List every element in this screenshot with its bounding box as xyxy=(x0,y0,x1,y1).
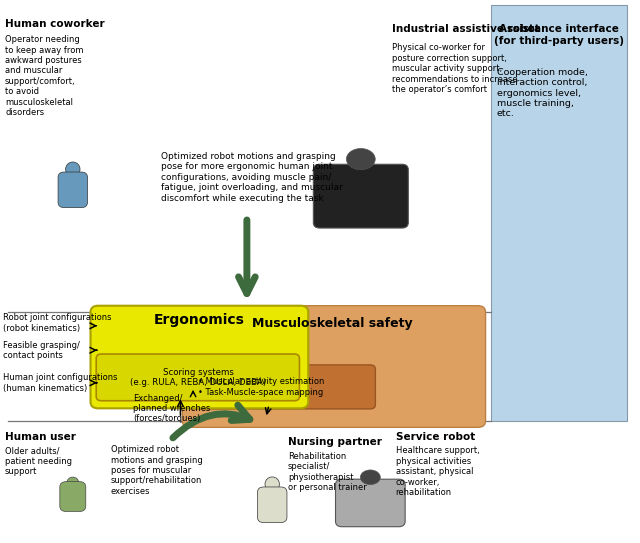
Ellipse shape xyxy=(265,477,280,491)
FancyBboxPatch shape xyxy=(90,306,308,408)
Text: Human joint configurations
(human kinematics): Human joint configurations (human kinema… xyxy=(3,373,118,393)
Text: Exchanged/
planned wrenches
(forces/torques): Exchanged/ planned wrenches (forces/torq… xyxy=(133,394,211,424)
Text: Robot joint configurations
(robot kinematics): Robot joint configurations (robot kinema… xyxy=(3,313,111,333)
Text: • Muscular activity estimation
• Task-Muscle-space mapping: • Muscular activity estimation • Task-Mu… xyxy=(198,377,324,396)
FancyBboxPatch shape xyxy=(188,365,376,409)
FancyBboxPatch shape xyxy=(96,354,300,401)
Text: Optimized robot motions and grasping
pose for more ergonomic human joint
configu: Optimized robot motions and grasping pos… xyxy=(161,152,343,203)
Text: Rehabilitation
specialist/
physiotherapist
or personal trainer: Rehabilitation specialist/ physiotherapi… xyxy=(288,452,367,492)
FancyBboxPatch shape xyxy=(60,482,86,512)
Ellipse shape xyxy=(360,470,380,485)
FancyBboxPatch shape xyxy=(182,306,486,427)
Text: Industrial assistive robot: Industrial assistive robot xyxy=(392,24,540,34)
FancyBboxPatch shape xyxy=(314,165,408,228)
Text: Assistance interface
(for third-party users): Assistance interface (for third-party us… xyxy=(494,24,624,46)
FancyBboxPatch shape xyxy=(257,487,287,522)
Text: Scoring systems
(e.g. RULA, REBA, DULA, DEBA): Scoring systems (e.g. RULA, REBA, DULA, … xyxy=(130,368,266,387)
Text: Optimized robot
motions and grasping
poses for muscular
support/rehabilitation
e: Optimized robot motions and grasping pos… xyxy=(111,445,202,496)
Text: Feasible grasping/
contact points: Feasible grasping/ contact points xyxy=(3,340,80,360)
Text: Musculoskeletal safety: Musculoskeletal safety xyxy=(252,317,413,330)
Text: Healthcare support,
physical activities
assistant, physical
co-worker,
rehabilit: Healthcare support, physical activities … xyxy=(396,446,479,497)
FancyBboxPatch shape xyxy=(335,479,405,527)
Text: Service robot: Service robot xyxy=(396,432,475,441)
Ellipse shape xyxy=(67,477,79,489)
Text: Human user: Human user xyxy=(5,432,76,441)
Text: Human coworker: Human coworker xyxy=(5,19,105,29)
Text: Operator needing
to keep away from
awkward postures
and muscular
support/comfort: Operator needing to keep away from awkwa… xyxy=(5,35,84,117)
Ellipse shape xyxy=(346,149,375,170)
FancyBboxPatch shape xyxy=(491,5,627,421)
FancyBboxPatch shape xyxy=(58,172,88,207)
Text: Nursing partner: Nursing partner xyxy=(288,437,382,447)
Text: Ergonomics: Ergonomics xyxy=(154,313,245,327)
Ellipse shape xyxy=(65,162,80,176)
Text: Cooperation mode,
interaction control,
ergonomics level,
muscle training,
etc.: Cooperation mode, interaction control, e… xyxy=(497,68,588,118)
Text: Older adults/
patient needing
support: Older adults/ patient needing support xyxy=(5,446,72,476)
Text: Physical co-worker for
posture correction support,
muscular activity support,
re: Physical co-worker for posture correctio… xyxy=(392,43,518,94)
